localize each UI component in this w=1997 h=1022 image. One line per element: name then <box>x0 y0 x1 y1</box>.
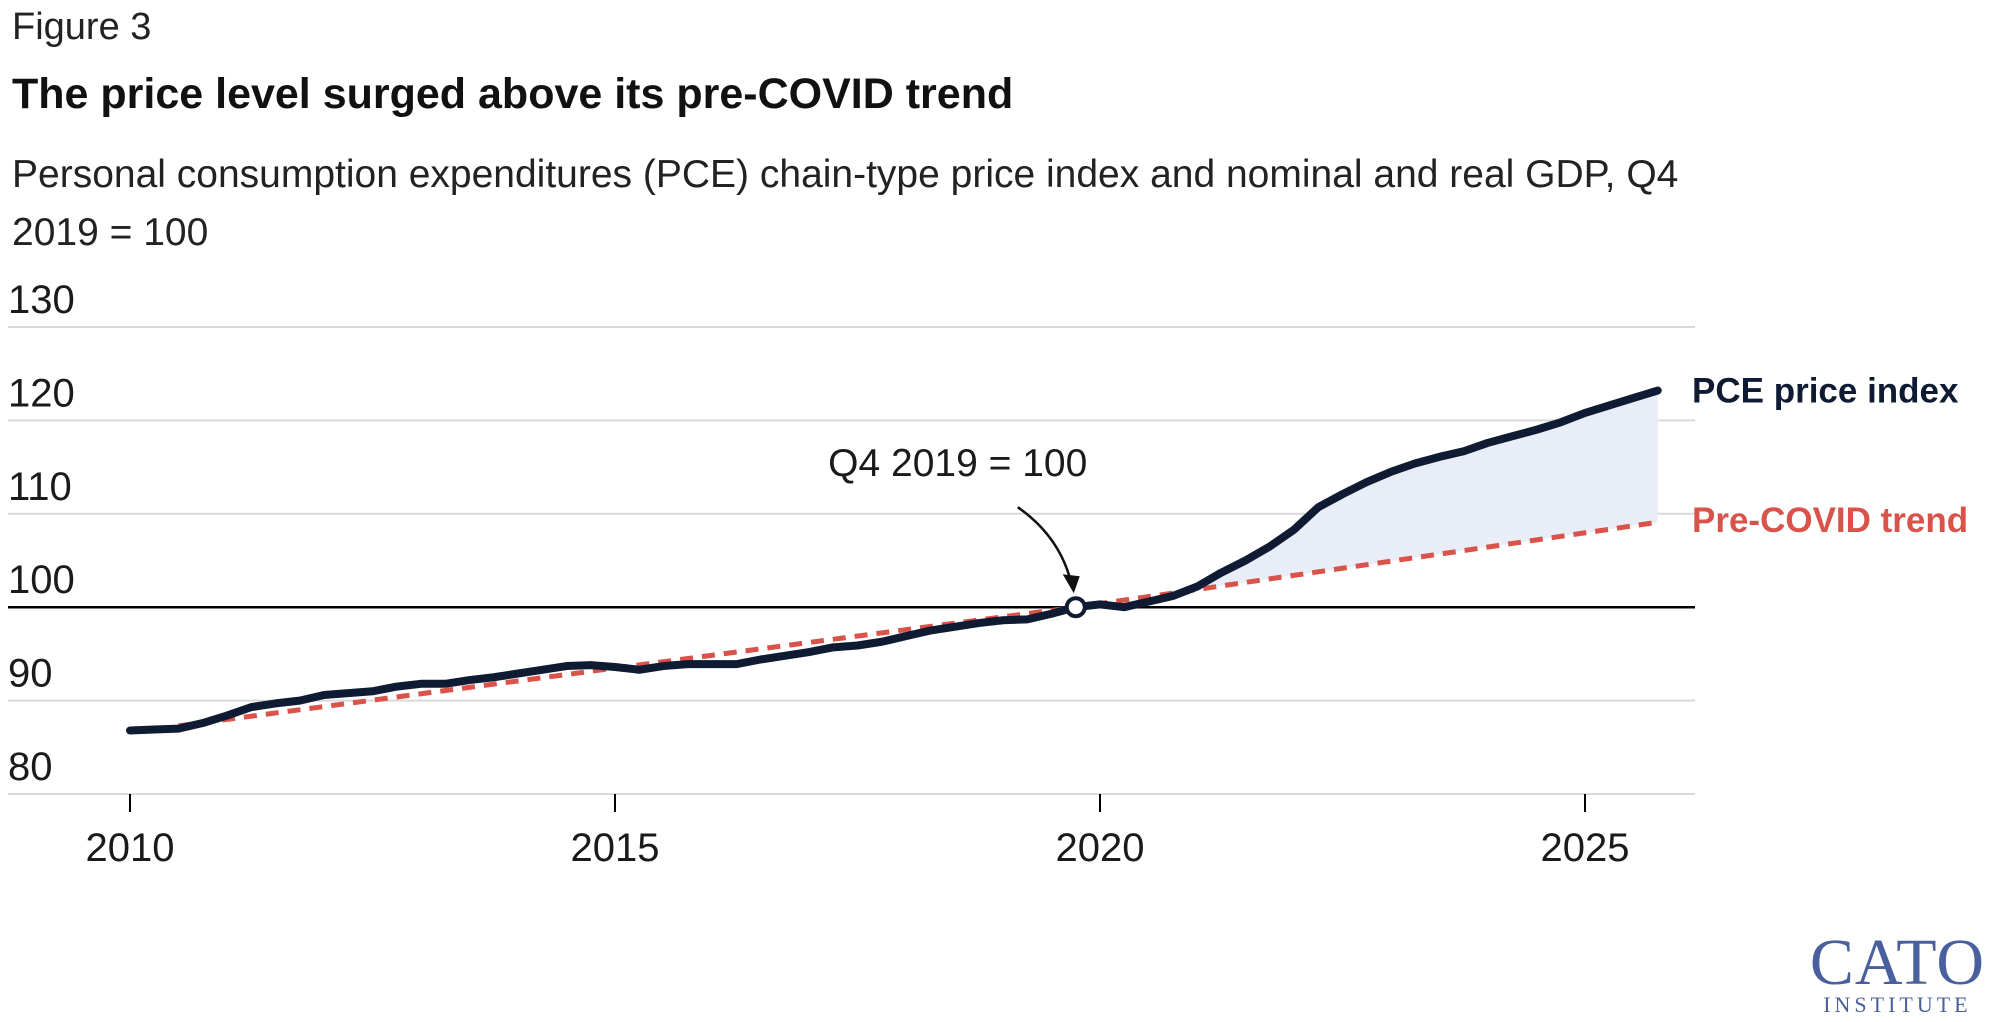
y-axis: 80 90 100 110 120 130 <box>8 278 75 789</box>
gap-fill-polygon <box>1197 390 1658 590</box>
y-tick-label-80: 80 <box>8 745 53 789</box>
chart-subtitle: Personal consumption expenditures (PCE) … <box>12 153 1679 254</box>
pce-series-label: PCE price index <box>1692 372 1959 411</box>
gap-fill-area <box>1197 390 1658 590</box>
x-tick-label-2010: 2010 <box>86 826 175 870</box>
annotation-label: Q4 2019 = 100 <box>828 442 1087 485</box>
y-tick-label-100: 100 <box>8 558 75 602</box>
x-tick-label-2020: 2020 <box>1056 826 1145 870</box>
annotation-arrow-head <box>1062 574 1080 594</box>
chart-title: The price level surged above its pre-COV… <box>12 70 1014 118</box>
series-labels: PCE price index Pre-COVID trend <box>1692 372 1968 541</box>
pce-line <box>126 386 1662 735</box>
gridlines <box>8 326 1695 795</box>
logo-wordmark: CATO <box>1809 926 1985 999</box>
y-tick-label-120: 120 <box>8 371 75 415</box>
trend-series-label: Pre-COVID trend <box>1692 501 1968 540</box>
annotation-arrow-line <box>1017 506 1073 586</box>
x-tick-label-2015: 2015 <box>571 826 660 870</box>
logo-subtitle: INSTITUTE <box>1823 992 1972 1017</box>
y-tick-label-110: 110 <box>8 465 72 509</box>
y-tick-label-90: 90 <box>8 652 53 696</box>
pce-series <box>126 386 1662 735</box>
cato-logo: CATO INSTITUTE <box>1809 926 1985 1017</box>
figure-label: Figure 3 <box>12 6 152 48</box>
q4-2019-marker <box>1064 596 1087 619</box>
y-tick-label-130: 130 <box>8 278 75 322</box>
x-tick-label-2025: 2025 <box>1541 826 1630 870</box>
annotation: Q4 2019 = 100 <box>828 442 1087 619</box>
x-axis: 2010 2015 2020 2025 <box>8 793 1695 870</box>
